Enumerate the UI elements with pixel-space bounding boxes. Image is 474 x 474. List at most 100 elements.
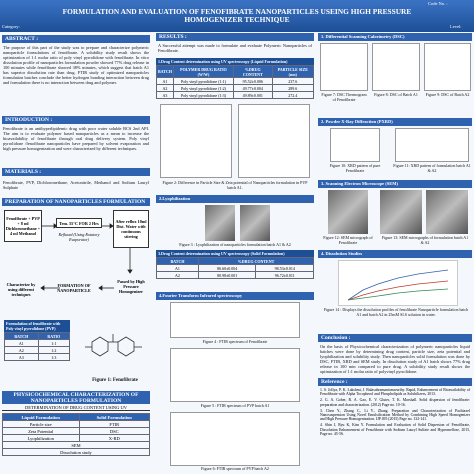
figure-caption: Figure 1: Fenofibrate xyxy=(92,378,138,383)
code-label: Code No. : xyxy=(428,1,448,6)
sem-image xyxy=(426,190,468,234)
header-cell: BATCH xyxy=(156,257,199,265)
formulation-table: Formulation of fenofibrate with Poly vin… xyxy=(4,320,71,361)
figure-caption: Figure 4 : FTIR spectrum of Fenofibrate xyxy=(202,339,268,344)
subheading: DETERMINATION OF DRUG CONTENT USING UV xyxy=(2,405,150,411)
xrd-image xyxy=(330,128,380,162)
section-heading: PHYSICOCHEMICAL CHARACTERIZATION OF NANO… xyxy=(2,391,150,404)
table-cell: 95.52±0.006 xyxy=(233,77,273,85)
flow-step: Characterize by using different techniqu… xyxy=(6,281,36,297)
figure-caption: Figure 9: DSC of Batch A2 xyxy=(425,92,470,97)
table-cell: 80.98±0.001 xyxy=(197,271,257,279)
table-cell: Zeta Potential xyxy=(2,427,80,435)
table1: 1.Drug Content determination using UV sp… xyxy=(156,58,315,99)
table: BATCH RATIO A1 1:1 A2 1:2 A3 1:3 xyxy=(4,332,71,361)
header-row: BATCH POLYMER DRUG RATIO (W/W) %DRUG CONTE… xyxy=(156,65,315,78)
reference: 4. Shin J, Ryu K, Kim Y. Formulation and… xyxy=(320,423,470,437)
reference: 2. G. A. Gober, R. A. Gao, E. V. Gluter,… xyxy=(320,398,470,407)
materials-text: Fenofibrate, PVP, Dichloromethane, Aceto… xyxy=(3,180,149,190)
results-text: A Successful attempt was made to formula… xyxy=(158,43,312,53)
table-row: A3 Poly vinyl pyrrolidone (1:3) 49.89±0.00… xyxy=(156,91,315,99)
sem-image xyxy=(380,190,422,234)
header-row: BATCH %DRUG CONTENT xyxy=(156,257,315,265)
section-heading: RESULTS : xyxy=(156,33,314,41)
category-label: Category: xyxy=(2,24,20,29)
figure-caption: Figure 8: DSC of Batch A1 xyxy=(374,92,418,97)
header-row: Liquid Formulation Solid Formulation xyxy=(2,413,150,421)
photo xyxy=(240,205,270,241)
table-cell: A1 xyxy=(4,339,39,347)
flow-arrows xyxy=(40,223,133,291)
table-cell: 96.72±0.011 xyxy=(255,271,314,279)
poster-title: FORMULATION AND EVALUATION OF FENOFIBRAT… xyxy=(62,7,412,24)
table-row: A1 86.60±0.004 98.53±0.014 xyxy=(156,264,314,272)
spectrum-image xyxy=(170,302,300,338)
section-heading: 3. Scanning Electron Microscope (SEM) xyxy=(318,180,472,188)
flow-step: Fenofibrate + PVP + 8 ml Dichloromethane… xyxy=(4,210,42,242)
figure-caption: Figure 7: DSC Thermogram of Fenofibrate xyxy=(321,92,367,102)
table-cell: A1 xyxy=(156,77,174,85)
table-row: Particle size FTIR xyxy=(2,420,150,428)
dsc-image xyxy=(320,43,368,91)
table-cell: FTIR xyxy=(78,420,150,428)
table-row: A1 1:1 xyxy=(4,339,71,347)
figure-caption: Figure 5 : FTIR spectrum of PVP batch A1 xyxy=(200,403,270,408)
table-row: A2 1:2 xyxy=(4,346,71,354)
header-cell: Liquid Formulation xyxy=(2,413,80,421)
section-heading: Reference : xyxy=(318,378,472,386)
header-cell: PARTICLE SIZE (nm) xyxy=(271,65,315,78)
conclusion-text: On the basis of Physicochemical characte… xyxy=(320,344,470,374)
abstract-text: The purpose of this part of the study wa… xyxy=(3,45,149,85)
flow-step: FORMATION OF NANOPARTICLE xyxy=(57,283,91,293)
table-cell: Particle size xyxy=(2,420,80,428)
table-cell: 1:2 xyxy=(37,346,71,354)
table-cell: 49.89±0.001 xyxy=(233,91,273,99)
table-cell: 289.6 xyxy=(271,84,315,92)
chart-image xyxy=(238,104,310,178)
section-heading: PREPARATION OF NANOPARTICLES FORMULATION… xyxy=(2,198,150,211)
flow-step: Passed by High Pressure Homogenizer xyxy=(117,278,145,294)
table-cell: Poly vinyl pyrrolidone (1:3) xyxy=(172,91,235,99)
section-heading: INTRODUCTION : xyxy=(2,116,150,124)
table-cell: 98.53±0.014 xyxy=(255,264,314,272)
table-row: Lyophilization X-RD xyxy=(2,434,150,442)
xrd-image xyxy=(395,128,469,162)
characterization-table: Liquid Formulation Solid Formulation Parti… xyxy=(2,413,150,456)
table-cell: 237.6 xyxy=(271,77,315,85)
structure-drawing xyxy=(85,334,142,357)
header-bar xyxy=(0,0,474,32)
flow-step: Tem. 55°C FOR 2 Hrs xyxy=(56,218,102,228)
section-heading: 4.Fourier Transform Infrared spectroscop… xyxy=(156,292,314,300)
section-heading: 2.Lyophilization xyxy=(156,195,314,203)
table: BATCH %DRUG CONTENT A1 86.60±0.004 98.53±0.0… xyxy=(156,257,315,279)
table-cell: DSC xyxy=(78,427,150,435)
table-cell: A1 xyxy=(156,264,199,272)
table-cell: 49.77±0.004 xyxy=(233,84,273,92)
flow-step: After reflux 10ml Dist. Water with conti… xyxy=(113,210,149,248)
level-label: Level: xyxy=(450,24,462,29)
table-cell: Poly vinyl pyrrolidone (1:1) xyxy=(172,77,235,85)
figure-caption: Figure 6: FTIR spectrum of PVP batch A2 xyxy=(201,466,269,471)
figure-caption: Figure 3 : Lyophilization of nanoparticl… xyxy=(179,242,291,247)
table-row: SEM xyxy=(2,441,150,449)
spectrum-image xyxy=(170,412,300,466)
figure-caption: Figure 10: XRD pattern of pure Fenofibra… xyxy=(329,163,381,173)
table3: 3.Drug Content determination using UV sp… xyxy=(156,250,315,279)
header-cell: RATIO xyxy=(37,332,71,340)
dsc-image xyxy=(372,43,420,91)
table: Liquid Formulation Solid Formulation Parti… xyxy=(2,413,150,456)
table-cell: A3 xyxy=(4,353,39,361)
table-cell: 272.4 xyxy=(271,91,315,99)
table-cell: A3 xyxy=(156,91,174,99)
table-cell: SEM xyxy=(2,441,150,449)
table-cell: 1:1 xyxy=(37,339,71,347)
sem-image xyxy=(328,190,368,234)
section-heading: 4. Dissolution Studies xyxy=(318,250,472,258)
reference: 3. Chen Y., Zhang C., Li Y., Zhang. Prep… xyxy=(320,408,470,422)
table-row: A2 80.98±0.001 96.72±0.011 xyxy=(156,271,314,279)
intro-text: Fenofibrate is an antihyperlipidemic dru… xyxy=(3,126,149,151)
header-cell: Solid Formulation xyxy=(78,413,150,421)
table-cell: A2 xyxy=(4,346,39,354)
spectrum-image xyxy=(170,348,300,402)
table-row: A2 Poly vinyl pyrrolidone (1:2) 49.77±0.00… xyxy=(156,84,315,92)
